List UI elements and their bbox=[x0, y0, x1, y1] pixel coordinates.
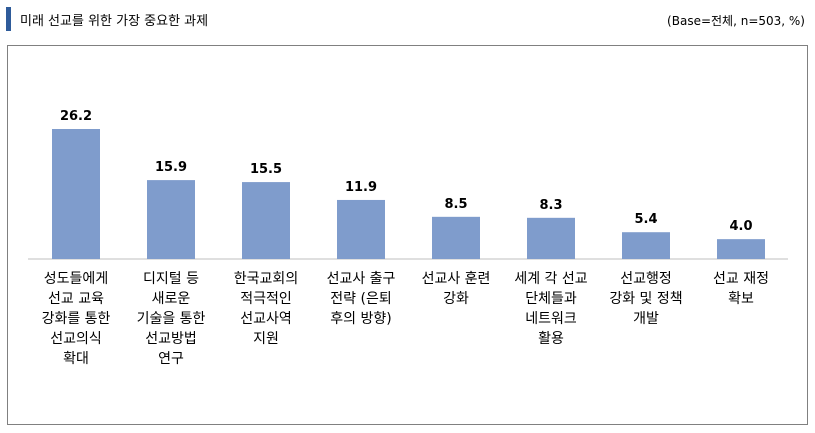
category-label-line: 활용 bbox=[538, 331, 564, 347]
category-label-line: 한국교회의 bbox=[234, 271, 298, 287]
bar-7 bbox=[622, 232, 670, 259]
data-label-5: 8.5 bbox=[444, 197, 467, 212]
bar-8 bbox=[717, 239, 765, 259]
data-label-1: 26.2 bbox=[60, 109, 92, 124]
category-label-line: 세계 각 선교 bbox=[514, 271, 587, 287]
category-label-line: 선교사역 bbox=[240, 311, 292, 327]
data-label-4: 11.9 bbox=[345, 180, 377, 195]
category-label-line: 강화 bbox=[443, 291, 469, 307]
data-label-8: 4.0 bbox=[729, 219, 752, 234]
category-label-line: 적극적인 bbox=[240, 291, 292, 307]
category-label-line: 개발 bbox=[633, 311, 659, 327]
chart-title: 미래 선교를 위한 가장 중요한 과제 bbox=[20, 14, 209, 29]
category-label-line: 선교 교육 bbox=[48, 291, 104, 307]
category-label-line: 강화 및 정책 bbox=[609, 291, 682, 307]
category-label-line: 기술을 통한 bbox=[137, 311, 206, 327]
bar-3 bbox=[242, 182, 290, 259]
category-label-line: 강화를 통한 bbox=[42, 311, 111, 327]
category-label-line: 선교의식 bbox=[50, 331, 102, 347]
data-label-2: 15.9 bbox=[155, 160, 187, 175]
bar-2 bbox=[147, 180, 195, 259]
category-label-line: 확보 bbox=[728, 291, 754, 307]
bar-4 bbox=[337, 199, 385, 259]
category-label-line: 새로운 bbox=[152, 291, 191, 307]
category-label-line: 선교행정 bbox=[620, 271, 672, 287]
category-label-line: 후의 방향) bbox=[330, 311, 391, 327]
bar-6 bbox=[527, 217, 575, 259]
category-label-line: 지원 bbox=[253, 331, 279, 347]
title-bar: 미래 선교를 위한 가장 중요한 과제 (Base=전체, n=503, %) bbox=[6, 7, 809, 31]
category-label-line: 연구 bbox=[158, 351, 184, 367]
bar-5 bbox=[432, 216, 480, 259]
category-label-line: 전략 (은퇴 bbox=[330, 291, 391, 307]
bar-1 bbox=[52, 129, 100, 259]
category-label-line: 네트워크 bbox=[525, 311, 577, 327]
data-label-7: 5.4 bbox=[634, 212, 657, 227]
category-label-line: 단체들과 bbox=[525, 291, 577, 307]
data-label-6: 8.3 bbox=[539, 198, 562, 213]
data-label-3: 15.5 bbox=[250, 162, 282, 177]
category-label-line: 선교방법 bbox=[145, 331, 197, 347]
category-label-line: 선교사 훈련 bbox=[422, 271, 491, 287]
category-label-line: 선교사 출구 bbox=[327, 271, 396, 287]
title-accent-bar bbox=[6, 7, 11, 31]
category-label-line: 디지털 등 bbox=[143, 271, 199, 287]
base-note: (Base=전체, n=503, %) bbox=[667, 14, 805, 28]
category-label-line: 확대 bbox=[63, 351, 89, 367]
category-label-line: 선교 재정 bbox=[713, 271, 769, 287]
category-label-line: 성도들에게 bbox=[44, 271, 108, 287]
